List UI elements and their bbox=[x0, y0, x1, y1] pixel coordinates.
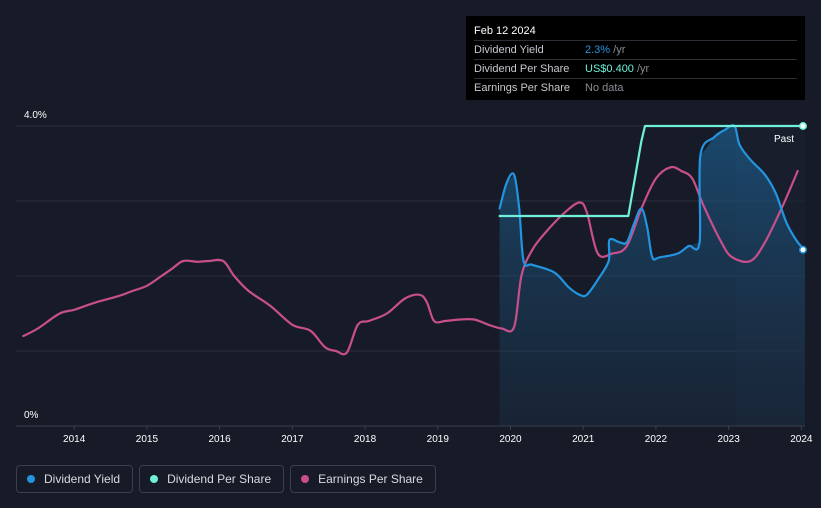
y-axis-top-label: 4.0% bbox=[24, 110, 47, 121]
x-tick-label: 2015 bbox=[136, 434, 159, 445]
y-axis-bottom-label: 0% bbox=[24, 410, 39, 421]
tooltip-value-unit: /yr bbox=[610, 44, 626, 56]
tooltip-label: Earnings Per Share bbox=[474, 82, 570, 94]
end-marker-dividend-per-share bbox=[799, 122, 807, 130]
tooltip-value: 2.3% /yr bbox=[585, 41, 625, 59]
tooltip-label: Dividend Yield bbox=[474, 44, 544, 56]
tooltip-row-dividend-yield: Dividend Yield 2.3% /yr bbox=[474, 41, 797, 60]
x-tick-label: 2016 bbox=[208, 434, 231, 445]
x-tick-label: 2017 bbox=[281, 434, 304, 445]
tooltip-value-number: No data bbox=[585, 82, 624, 94]
tooltip-value: US$0.400 /yr bbox=[585, 60, 649, 78]
legend-label: Earnings Per Share bbox=[318, 472, 423, 486]
tooltip-row-dividend-per-share: Dividend Per Share US$0.400 /yr bbox=[474, 60, 797, 79]
x-tick-label: 2019 bbox=[427, 434, 450, 445]
x-tick-label: 2022 bbox=[645, 434, 668, 445]
dividend-yield-area bbox=[499, 126, 805, 426]
tooltip-date: Feb 12 2024 bbox=[474, 22, 797, 41]
legend-label: Dividend Yield bbox=[44, 472, 121, 486]
x-tick-label: 2021 bbox=[572, 434, 595, 445]
legend-dividend-yield[interactable]: Dividend Yield bbox=[16, 465, 134, 493]
tooltip-row-earnings-per-share: Earnings Per Share No data bbox=[474, 79, 797, 97]
chart-legend: Dividend Yield Dividend Per Share Earnin… bbox=[16, 465, 436, 493]
x-tick-label: 2020 bbox=[499, 434, 522, 445]
x-axis-ticks: 2014 2015 2016 2017 2018 2019 2020 2021 2022 2023… bbox=[63, 426, 813, 445]
legend-earnings-per-share[interactable]: Earnings Per Share bbox=[290, 465, 436, 493]
series-end-markers bbox=[799, 122, 807, 254]
legend-label: Dividend Per Share bbox=[167, 472, 272, 486]
tooltip-value-number: US$0.400 bbox=[585, 63, 634, 75]
legend-dividend-per-share[interactable]: Dividend Per Share bbox=[139, 465, 285, 493]
tooltip-label: Dividend Per Share bbox=[474, 63, 570, 75]
tooltip-value: No data bbox=[585, 79, 624, 97]
past-label: Past bbox=[774, 134, 794, 145]
x-tick-label: 2018 bbox=[354, 434, 377, 445]
x-tick-label: 2023 bbox=[718, 434, 741, 445]
legend-dot-icon bbox=[27, 475, 35, 483]
x-tick-label: 2014 bbox=[63, 434, 86, 445]
x-tick-label: 2024 bbox=[790, 434, 813, 445]
legend-dot-icon bbox=[301, 475, 310, 483]
series-lines bbox=[22, 124, 807, 356]
series-line-earnings-per-share bbox=[22, 165, 799, 356]
series-line-dividend-per-share bbox=[498, 124, 807, 218]
hover-tooltip: Feb 12 2024 Dividend Yield 2.3% /yr Divi… bbox=[466, 16, 805, 100]
end-marker-dividend-yield bbox=[799, 245, 807, 254]
legend-dot-icon bbox=[150, 475, 159, 483]
series-line-dividend-yield bbox=[498, 124, 807, 298]
tooltip-value-unit: /yr bbox=[633, 63, 650, 75]
tooltip-value-number: 2.3% bbox=[585, 44, 611, 56]
